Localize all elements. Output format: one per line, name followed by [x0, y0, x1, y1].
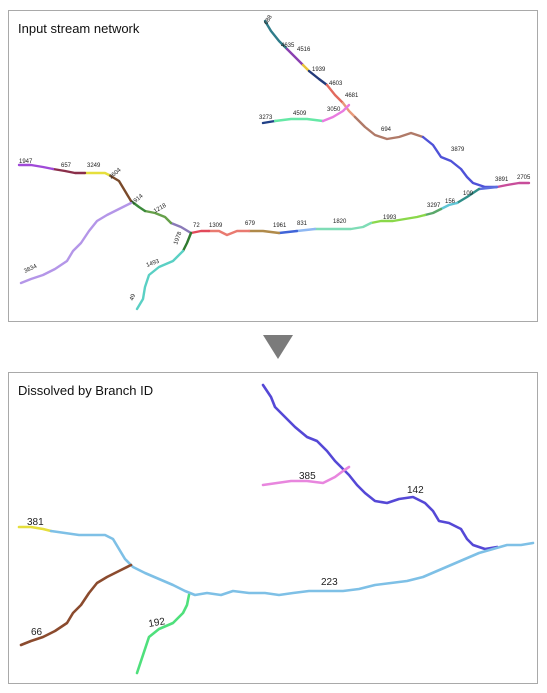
label-657: 657: [61, 163, 72, 169]
label-156: 156: [445, 199, 456, 205]
label-679: 679: [245, 221, 256, 227]
segment-1978: [169, 221, 193, 235]
label-4516: 4516: [297, 47, 311, 53]
label-381: 381: [27, 517, 44, 528]
segment-72: [189, 229, 211, 235]
panel-title-dissolved: Dissolved by Branch ID: [18, 383, 154, 398]
label-831: 831: [297, 221, 308, 227]
label-4635: 4635: [281, 43, 295, 49]
label-1947: 1947: [19, 159, 33, 165]
label-3891: 3891: [495, 177, 509, 183]
label-49: 49: [129, 293, 137, 302]
label-385: 385: [299, 471, 316, 482]
segment-3273: [261, 119, 277, 125]
segment-49: [135, 249, 185, 311]
segment-1820: [313, 221, 373, 231]
label-4603: 4603: [329, 81, 343, 87]
dissolved-network-map: 385 142 381 223 66 192: [17, 383, 535, 675]
label-109: 109: [463, 191, 474, 197]
segment-3249: [83, 171, 111, 177]
segment-3834: [19, 201, 133, 285]
segment-2604: [107, 173, 133, 203]
segment-4681: [341, 101, 357, 119]
label-1493: 1493: [146, 258, 161, 268]
label-1961: 1961: [273, 223, 287, 229]
segment-4509: [273, 117, 325, 123]
label-4681: 4681: [345, 93, 359, 99]
segment-1947: [17, 163, 55, 171]
segment-1939: [307, 69, 329, 87]
label-4509: 4509: [293, 111, 307, 117]
branch-223: [49, 529, 535, 597]
segment-1961: [277, 229, 299, 235]
segment-831: [295, 227, 317, 233]
segment-3879: [421, 135, 499, 189]
label-3297: 3297: [427, 203, 441, 209]
label-1939: 1939: [312, 67, 326, 73]
segment-labels: 688 4635 4516 1939 4603 4681 3273 4509 3…: [19, 14, 531, 302]
label-1309: 1309: [209, 223, 223, 229]
label-66: 66: [31, 627, 43, 638]
panel-title-input: Input stream network: [18, 21, 140, 36]
segment-1309: [207, 229, 251, 237]
label-2705: 2705: [517, 175, 531, 181]
branch-381: [17, 525, 53, 533]
segment-2705: [495, 181, 531, 189]
segment-4603: [325, 83, 345, 105]
segment-4635: [285, 47, 305, 67]
dissolved-panel: Dissolved by Branch ID 385 142 381 223 6…: [8, 372, 538, 684]
segment-1914: [129, 199, 147, 213]
label-3050: 3050: [327, 107, 341, 113]
segment-4516: [301, 63, 311, 73]
down-triangle-icon: [263, 335, 293, 359]
label-1218: 1218: [153, 203, 168, 215]
segment-679: [247, 229, 281, 235]
input-stream-panel: Input stream network: [8, 10, 538, 322]
label-1993: 1993: [383, 215, 397, 221]
label-694: 694: [381, 127, 392, 133]
label-223: 223: [321, 577, 338, 588]
segment-1993: [369, 213, 427, 225]
branch-385: [261, 465, 351, 487]
segment-109: [455, 187, 481, 205]
segment-1493-upper: [181, 231, 193, 253]
label-1820: 1820: [333, 219, 347, 225]
segment-1218: [143, 209, 173, 225]
segment-657: [51, 167, 87, 175]
segment-688: [263, 19, 289, 51]
segment-3050: [321, 103, 351, 123]
branch-66: [19, 563, 133, 647]
branch-142: [261, 383, 499, 551]
segment-694: [353, 115, 425, 141]
label-688: 688: [264, 14, 275, 26]
label-3273: 3273: [259, 115, 273, 121]
segment-156: [439, 201, 459, 211]
segment-3891: [477, 185, 499, 191]
label-3834: 3834: [23, 263, 38, 274]
label-72: 72: [193, 223, 200, 229]
label-1914: 1914: [130, 193, 145, 207]
branch-192: [135, 593, 191, 675]
label-3879: 3879: [451, 147, 465, 153]
segment-3297: [423, 207, 443, 217]
label-1978: 1978: [173, 230, 183, 245]
input-network-map: 688 4635 4516 1939 4603 4681 3273 4509 3…: [17, 14, 531, 311]
label-3249: 3249: [87, 163, 101, 169]
label-192: 192: [148, 616, 167, 630]
label-142: 142: [407, 485, 424, 496]
